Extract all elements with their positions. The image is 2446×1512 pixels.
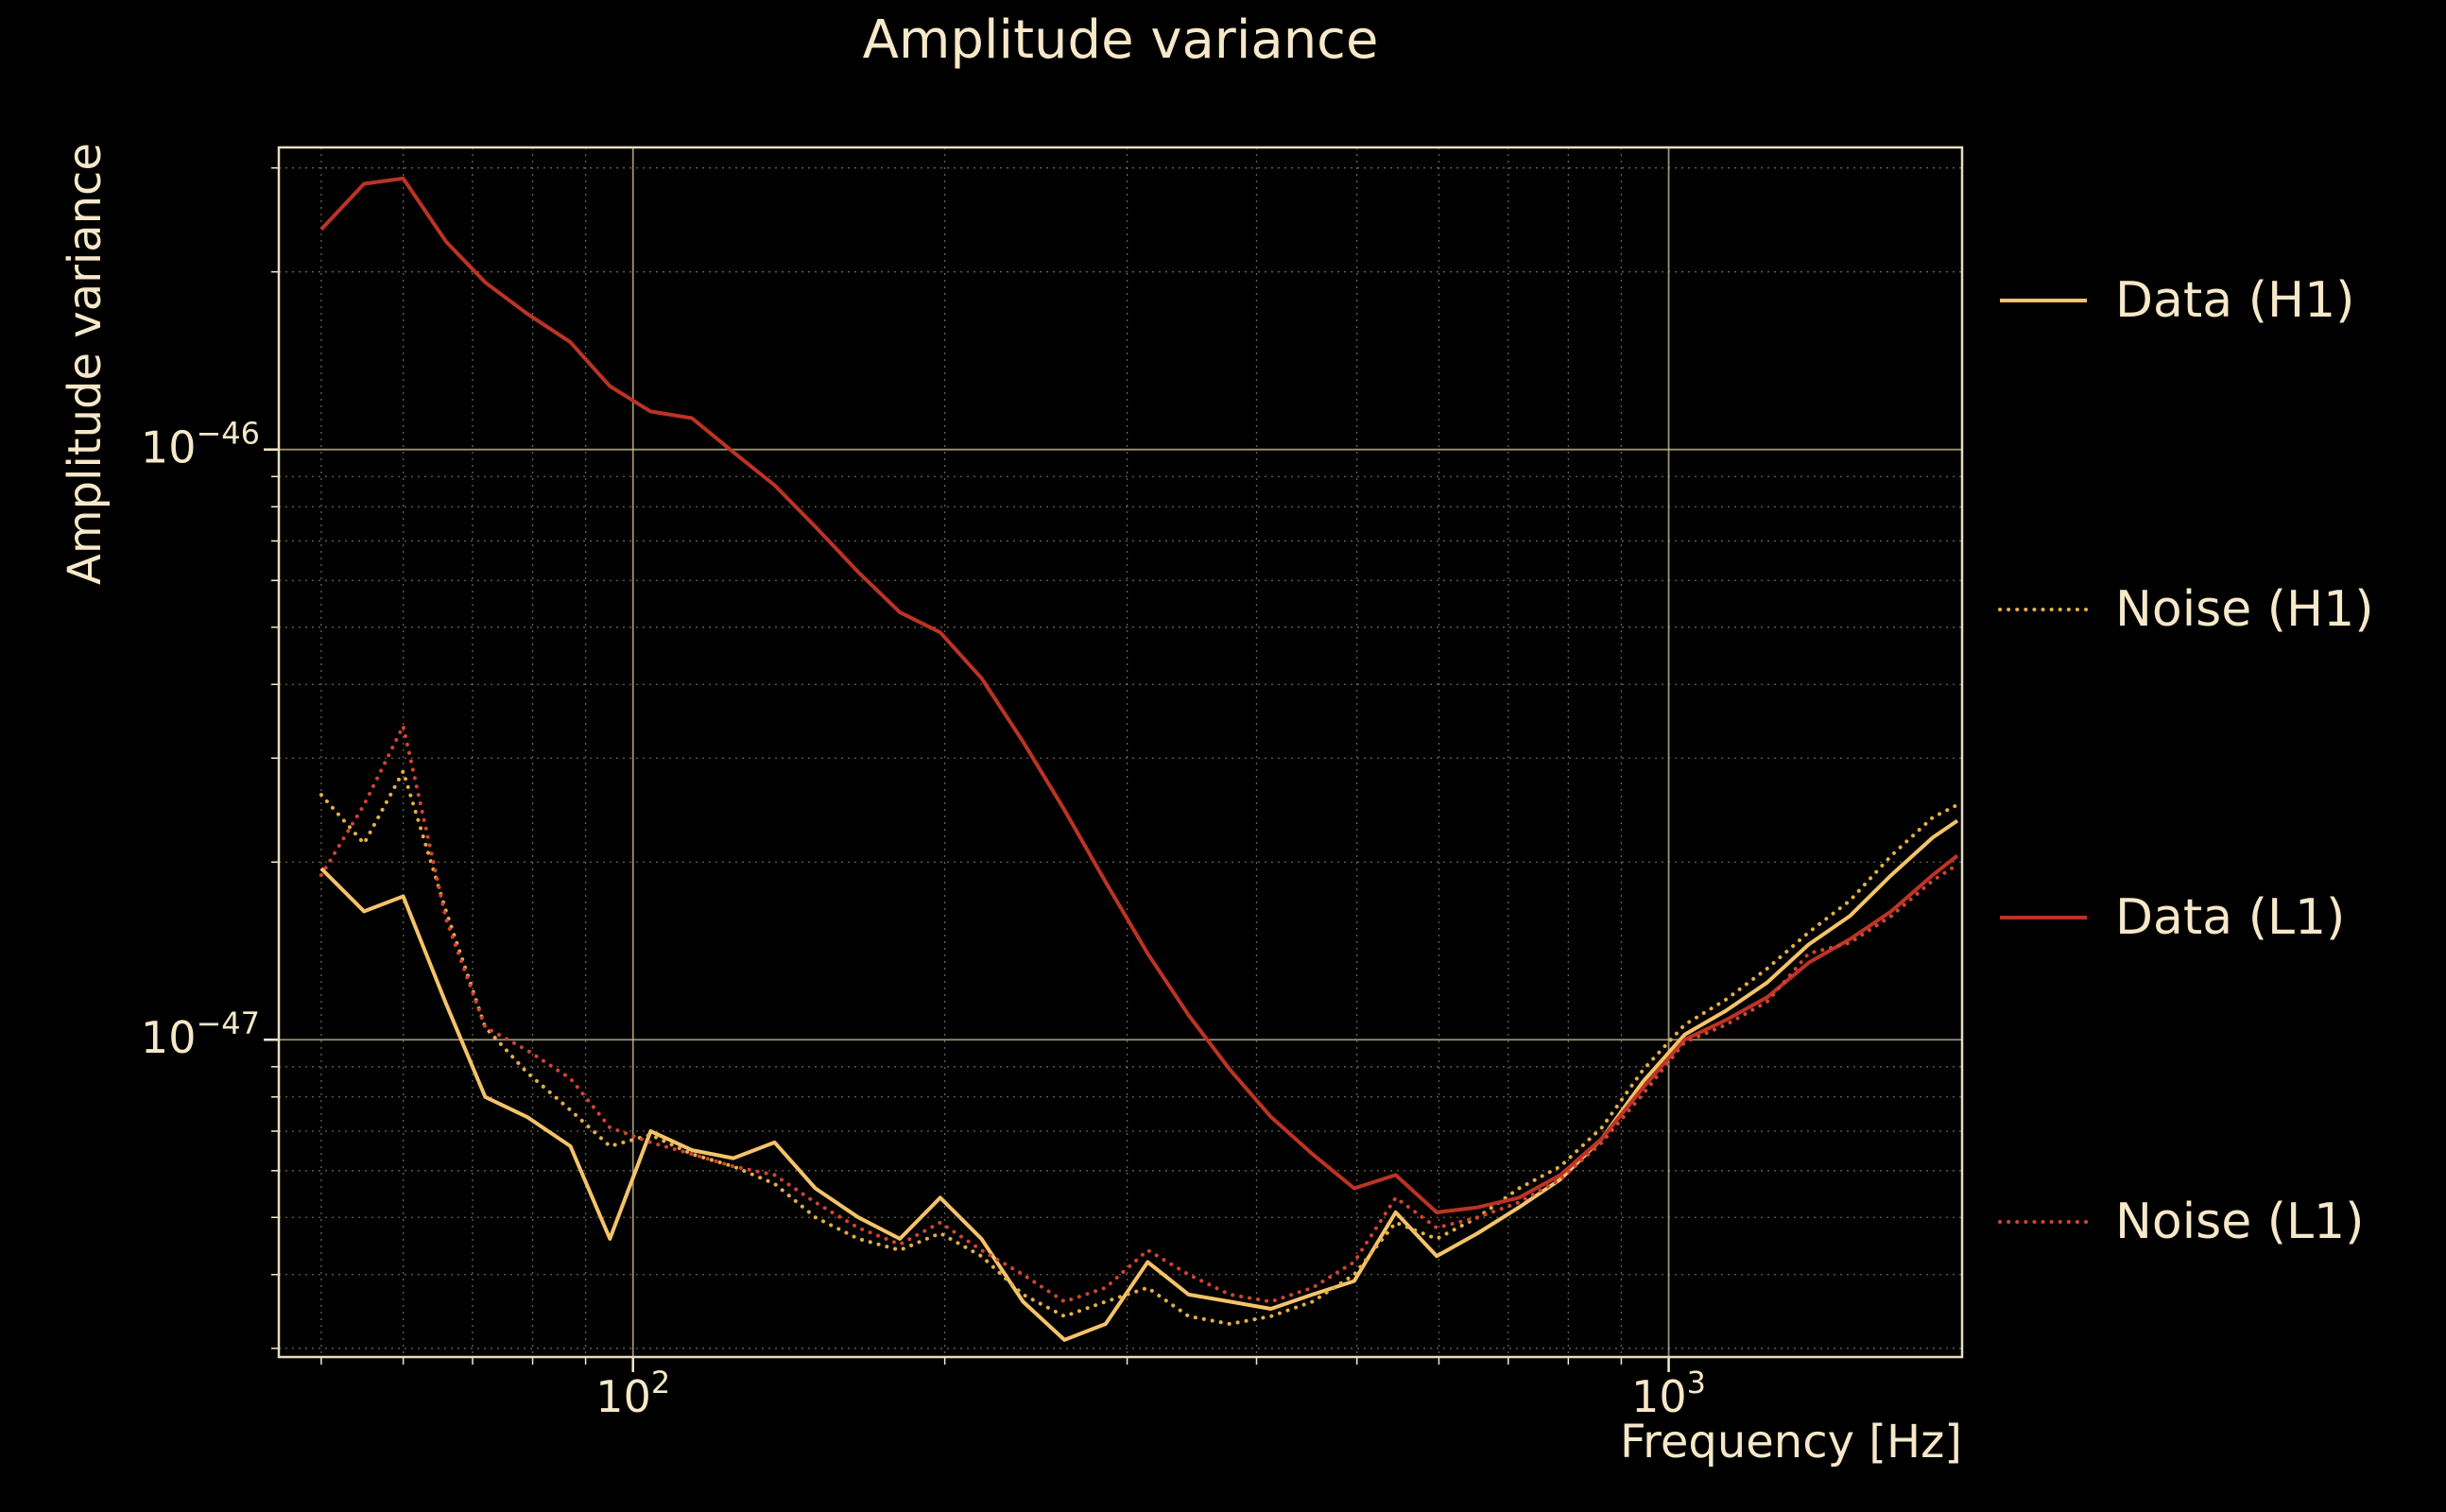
legend-label-noise-l1: Noise (L1) bbox=[2115, 1194, 2365, 1250]
series-line-data-h1- bbox=[319, 818, 1959, 1342]
legend-item-data-h1: Data (H1) bbox=[1996, 263, 2354, 338]
legend-line-sample-noise-h1 bbox=[1998, 608, 2089, 611]
series-line-data-l1- bbox=[319, 176, 1959, 1214]
x-tick-label: 103 bbox=[1631, 1365, 1706, 1422]
y-tick-label: 10−47 bbox=[141, 1005, 260, 1063]
legend-line-sample-data-l1 bbox=[2000, 916, 2087, 919]
legend-line-sample-noise-l1 bbox=[1998, 1220, 2089, 1224]
y-tick-label: 10−46 bbox=[141, 416, 260, 473]
legend-item-data-l1: Data (L1) bbox=[1996, 880, 2345, 955]
legend-item-noise-l1: Noise (L1) bbox=[1996, 1184, 2364, 1260]
legend-item-noise-h1: Noise (H1) bbox=[1996, 572, 2374, 647]
series-line-noise-l1- bbox=[319, 724, 1959, 1304]
legend-line-sample-data-h1 bbox=[2000, 299, 2087, 302]
legend-label-data-h1: Data (H1) bbox=[2115, 272, 2355, 329]
chart-title: Amplitude variance bbox=[862, 9, 1379, 71]
x-axis-label: Frequency [Hz] bbox=[1620, 1416, 1962, 1469]
legend-label-noise-h1: Noise (H1) bbox=[2115, 581, 2374, 638]
axes-frame bbox=[277, 146, 1964, 1359]
series-line-noise-h1- bbox=[319, 769, 1959, 1326]
legend-label-data-l1: Data (L1) bbox=[2115, 889, 2346, 946]
x-tick-label: 102 bbox=[595, 1365, 670, 1422]
